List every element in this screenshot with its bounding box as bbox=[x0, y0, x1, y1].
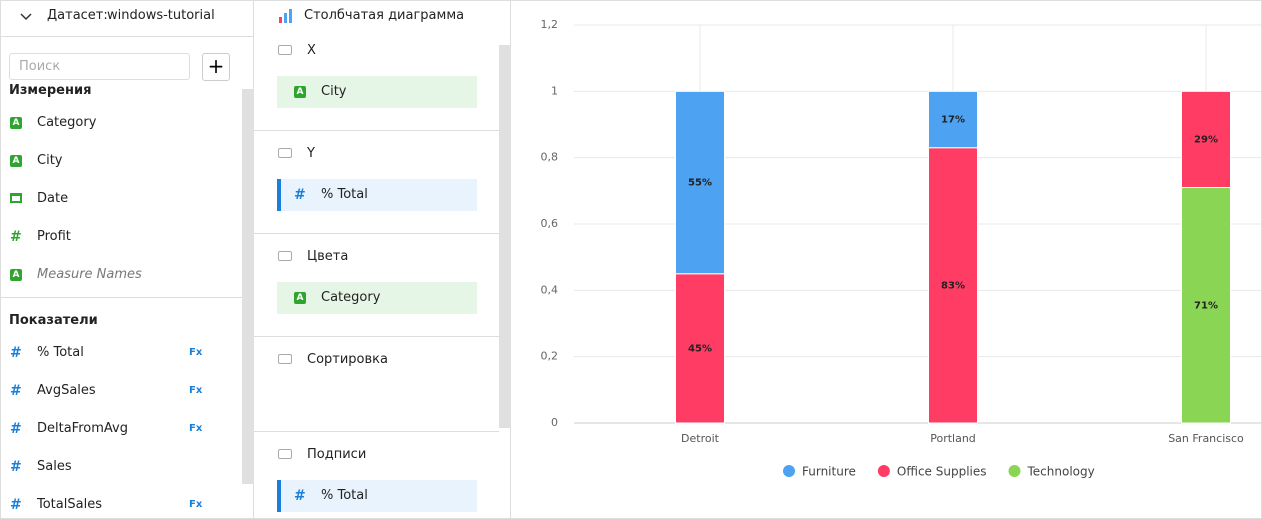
bar-segment bbox=[928, 90, 978, 149]
formula-badge: Fx bbox=[189, 347, 203, 358]
field-item[interactable]: Measure Names bbox=[37, 267, 142, 282]
chart-type[interactable]: Столбчатая диаграмма bbox=[304, 8, 465, 23]
number-icon: # bbox=[10, 497, 22, 513]
field-item[interactable]: Category bbox=[37, 115, 97, 130]
value-label: 45% bbox=[688, 343, 712, 354]
bar-segment bbox=[1181, 90, 1231, 189]
field-item[interactable]: Sales bbox=[37, 459, 72, 474]
y-tick-label: 0 bbox=[551, 416, 558, 429]
collapse-icon[interactable] bbox=[19, 10, 33, 24]
number-icon: # bbox=[10, 421, 22, 437]
scrollbar[interactable] bbox=[242, 89, 254, 484]
legend-label: Technology bbox=[1027, 465, 1095, 479]
field-item[interactable]: TotalSales bbox=[37, 497, 102, 512]
field-chip[interactable] bbox=[277, 76, 477, 108]
section-icon bbox=[278, 449, 292, 459]
y-tick-label: 0,2 bbox=[541, 350, 559, 363]
y-tick-label: 1 bbox=[551, 84, 558, 97]
chart: 0 0,2 0,4 0,6 0,8 1 1,2 Detroit 45% 55% Portland 83… bbox=[541, 18, 1261, 479]
section-icon bbox=[278, 354, 292, 364]
y-tick-label: 0,6 bbox=[541, 217, 559, 230]
field-name[interactable]: % Total bbox=[321, 187, 368, 202]
field-name[interactable]: % Total bbox=[321, 488, 368, 503]
section-title: Подписи bbox=[307, 447, 367, 462]
divider bbox=[254, 233, 499, 234]
string-icon: A bbox=[10, 117, 22, 129]
date-icon bbox=[10, 193, 22, 203]
number-icon: # bbox=[294, 187, 306, 203]
bar-segment bbox=[675, 90, 725, 275]
y-tick-label: 1,2 bbox=[541, 18, 559, 31]
legend-marker bbox=[877, 465, 890, 477]
value-label: 71% bbox=[1194, 300, 1218, 311]
formula-badge: Fx bbox=[189, 499, 203, 510]
section-icon bbox=[278, 45, 292, 55]
value-label: 55% bbox=[688, 178, 712, 189]
bar-segment bbox=[675, 273, 725, 424]
section-icon bbox=[278, 148, 292, 158]
string-icon: A bbox=[294, 292, 306, 304]
divider bbox=[1, 297, 242, 298]
dataset-label: Датасет: bbox=[47, 8, 108, 23]
divider bbox=[254, 431, 499, 432]
number-icon: # bbox=[10, 345, 22, 361]
divider bbox=[1, 36, 253, 37]
formula-badge: Fx bbox=[189, 423, 203, 434]
string-icon: A bbox=[294, 86, 306, 98]
section-title: Y bbox=[307, 146, 315, 161]
dataset-panel: Датасет: windows-tutorial Поиск + bbox=[1, 1, 254, 518]
divider bbox=[254, 336, 499, 337]
number-icon: # bbox=[10, 229, 22, 245]
section-title: Сортировка bbox=[307, 352, 388, 367]
field-item[interactable]: % Total bbox=[37, 345, 84, 360]
add-button[interactable]: + bbox=[202, 53, 230, 81]
field-item[interactable]: AvgSales bbox=[37, 383, 96, 398]
search-input[interactable]: Поиск bbox=[9, 53, 190, 80]
field-chip[interactable] bbox=[277, 282, 477, 314]
number-icon: # bbox=[10, 459, 22, 475]
legend-marker bbox=[783, 465, 795, 477]
string-icon: A bbox=[10, 269, 22, 281]
x-tick-label: Portland bbox=[930, 432, 976, 445]
scrollbar[interactable] bbox=[499, 45, 511, 428]
field-item[interactable]: Date bbox=[37, 191, 69, 206]
number-icon: # bbox=[294, 488, 306, 504]
section-title: Показатели bbox=[9, 313, 98, 328]
value-label: 83% bbox=[941, 280, 965, 291]
field-item[interactable]: City bbox=[37, 153, 63, 168]
field-item[interactable]: Profit bbox=[37, 229, 71, 244]
dataset-name[interactable]: windows-tutorial bbox=[107, 8, 215, 23]
x-tick-label: Detroit bbox=[681, 432, 720, 445]
section-title: X bbox=[307, 43, 316, 58]
y-tick-label: 0,8 bbox=[541, 151, 559, 164]
section-title: Цвета bbox=[307, 249, 349, 264]
legend-label: Office Supplies bbox=[897, 465, 987, 479]
value-label: 29% bbox=[1194, 134, 1218, 145]
field-name[interactable]: Category bbox=[321, 290, 381, 305]
bar-segment bbox=[1181, 187, 1231, 424]
field-chip[interactable] bbox=[277, 480, 477, 512]
chart-type-icon bbox=[279, 9, 292, 23]
number-icon: # bbox=[10, 383, 22, 399]
legend-marker bbox=[1008, 465, 1021, 477]
legend-label: Furniture bbox=[802, 465, 856, 479]
section-icon bbox=[278, 251, 292, 261]
wizard-panel: Столбчатая диаграмма bbox=[254, 1, 511, 518]
field-name[interactable]: City bbox=[321, 84, 347, 99]
y-tick-label: 0,4 bbox=[541, 283, 559, 296]
divider bbox=[254, 130, 499, 131]
section-title: Измерения bbox=[9, 83, 92, 98]
string-icon: A bbox=[10, 155, 22, 167]
field-chip[interactable] bbox=[277, 179, 477, 211]
x-tick-label: San Francisco bbox=[1168, 432, 1244, 445]
formula-badge: Fx bbox=[189, 385, 203, 396]
value-label: 17% bbox=[941, 115, 965, 126]
field-item[interactable]: DeltaFromAvg bbox=[37, 421, 128, 436]
